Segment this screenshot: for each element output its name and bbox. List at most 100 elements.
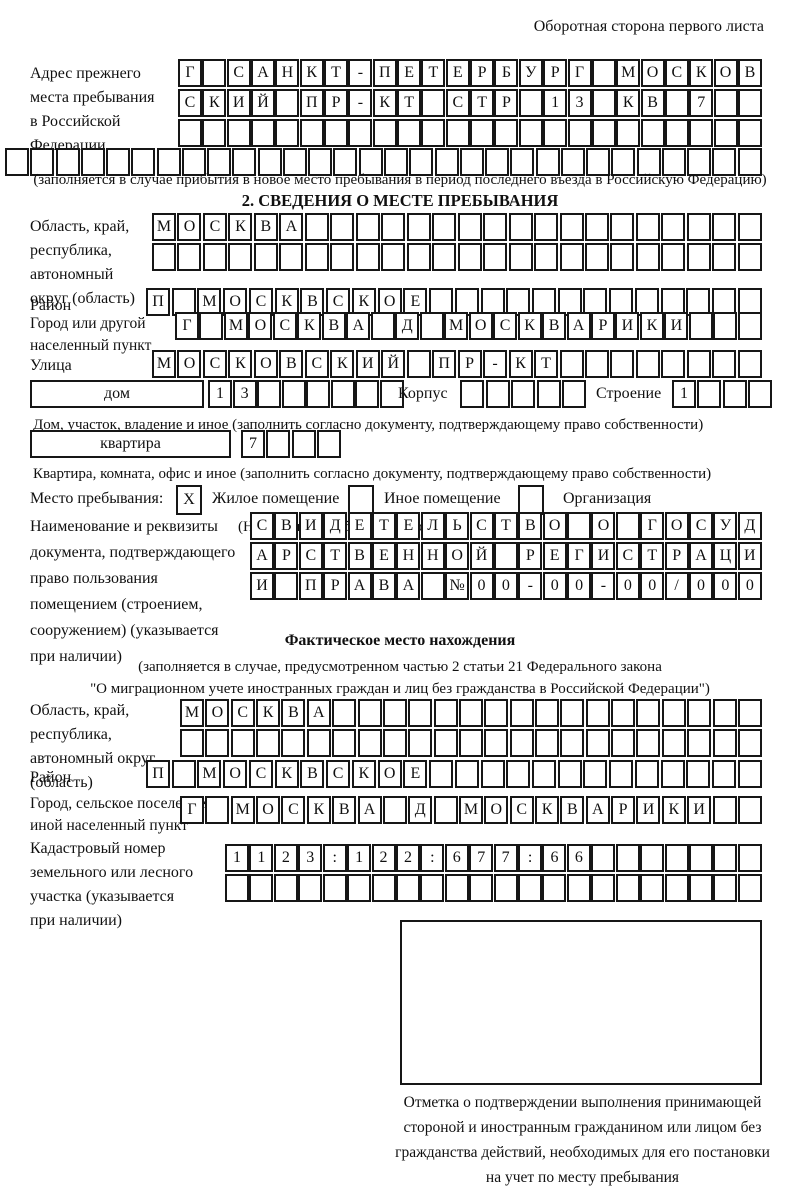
char-cell[interactable] (560, 729, 585, 757)
char-cell[interactable]: М (458, 796, 483, 824)
char-cell[interactable] (712, 350, 737, 378)
char-cell[interactable]: А (396, 572, 421, 600)
char-cell[interactable] (511, 380, 535, 408)
char-cell[interactable]: Н (275, 59, 300, 87)
char-cell[interactable] (712, 699, 737, 727)
char-cell[interactable] (30, 148, 55, 176)
char-cell[interactable]: Р (274, 542, 299, 570)
char-cell[interactable] (381, 213, 406, 241)
char-cell[interactable] (566, 874, 591, 902)
char-cell[interactable] (640, 119, 665, 147)
char-cell[interactable] (266, 430, 291, 458)
char-cell[interactable] (686, 243, 711, 271)
char-cell[interactable]: К (535, 796, 560, 824)
char-cell[interactable]: К (202, 89, 227, 117)
char-cell[interactable]: - (348, 89, 373, 117)
char-cell[interactable]: С (304, 350, 329, 378)
char-cell[interactable]: С (281, 796, 306, 824)
char-cell[interactable]: А (306, 699, 331, 727)
char-cell[interactable] (664, 89, 689, 117)
char-cell[interactable] (661, 148, 686, 176)
char-cell[interactable]: К (228, 350, 253, 378)
char-cell[interactable] (256, 729, 281, 757)
char-cell[interactable]: О (713, 59, 738, 87)
char-cell[interactable]: И (226, 89, 251, 117)
char-cell[interactable]: Т (371, 512, 396, 540)
char-cell[interactable]: И (615, 312, 640, 340)
char-cell[interactable] (419, 312, 444, 340)
char-cell[interactable] (611, 729, 636, 757)
char-cell[interactable] (469, 874, 494, 902)
char-cell[interactable]: 2 (371, 844, 396, 872)
char-cell[interactable] (661, 213, 686, 241)
char-cell[interactable]: 0 (469, 572, 494, 600)
char-cell[interactable]: С (226, 59, 251, 87)
char-cell[interactable] (737, 148, 762, 176)
char-cell[interactable] (274, 572, 299, 600)
char-cell[interactable] (347, 874, 372, 902)
char-cell[interactable] (382, 729, 407, 757)
char-cell[interactable] (171, 760, 196, 788)
char-cell[interactable] (560, 699, 585, 727)
char-cell[interactable] (180, 729, 204, 757)
char-cell[interactable] (557, 760, 582, 788)
char-cell[interactable]: С (445, 89, 470, 117)
char-cell[interactable]: С (689, 512, 714, 540)
char-cell[interactable]: В (518, 512, 543, 540)
char-cell[interactable]: 1 (543, 89, 568, 117)
char-cell[interactable]: К (517, 312, 542, 340)
char-cell[interactable]: Б (494, 59, 519, 87)
char-cell[interactable]: Р (590, 312, 615, 340)
char-cell[interactable] (615, 874, 640, 902)
char-cell[interactable] (737, 89, 762, 117)
char-cell[interactable] (406, 243, 431, 271)
char-cell[interactable]: В (274, 512, 299, 540)
char-cell[interactable] (635, 350, 660, 378)
char-cell[interactable]: 3 (567, 89, 592, 117)
char-cell[interactable]: Т (640, 542, 665, 570)
char-cell[interactable] (615, 844, 640, 872)
char-cell[interactable] (559, 213, 584, 241)
char-cell[interactable] (177, 243, 202, 271)
char-cell[interactable] (737, 312, 762, 340)
char-cell[interactable] (661, 243, 686, 271)
char-cell[interactable] (370, 312, 395, 340)
char-cell[interactable] (406, 213, 431, 241)
char-cell[interactable]: В (300, 760, 325, 788)
char-cell[interactable] (635, 213, 660, 241)
char-cell[interactable] (636, 729, 661, 757)
char-cell[interactable]: К (508, 350, 533, 378)
char-cell[interactable] (609, 760, 634, 788)
char-cell[interactable] (257, 380, 282, 408)
char-cell[interactable]: Г (175, 312, 199, 340)
char-cell[interactable]: Н (420, 542, 445, 570)
char-cell[interactable]: 0 (689, 572, 714, 600)
char-cell[interactable] (661, 350, 686, 378)
char-cell[interactable]: А (689, 542, 714, 570)
char-cell[interactable]: П (432, 350, 457, 378)
char-cell[interactable]: К (228, 213, 253, 241)
char-cell[interactable] (636, 148, 661, 176)
char-cell[interactable]: О (377, 288, 402, 316)
char-cell[interactable] (737, 119, 762, 147)
char-cell[interactable]: 1 (249, 844, 274, 872)
char-cell[interactable] (591, 844, 616, 872)
char-cell[interactable]: К (306, 796, 331, 824)
char-cell[interactable] (445, 119, 470, 147)
char-cell[interactable] (611, 699, 636, 727)
char-cell[interactable] (584, 350, 609, 378)
char-cell[interactable]: И (664, 312, 689, 340)
char-cell[interactable]: 0 (567, 572, 592, 600)
char-cell[interactable] (298, 874, 323, 902)
char-cell[interactable]: О (591, 512, 616, 540)
char-cell[interactable] (485, 148, 510, 176)
char-cell[interactable] (518, 874, 543, 902)
char-cell[interactable] (664, 844, 689, 872)
char-cell[interactable]: 1 (208, 380, 232, 408)
char-cell[interactable] (178, 119, 202, 147)
char-cell[interactable] (432, 243, 457, 271)
char-cell[interactable] (458, 699, 483, 727)
char-cell[interactable]: Т (397, 89, 422, 117)
char-cell[interactable]: Д (408, 796, 433, 824)
char-cell[interactable]: К (256, 699, 281, 727)
